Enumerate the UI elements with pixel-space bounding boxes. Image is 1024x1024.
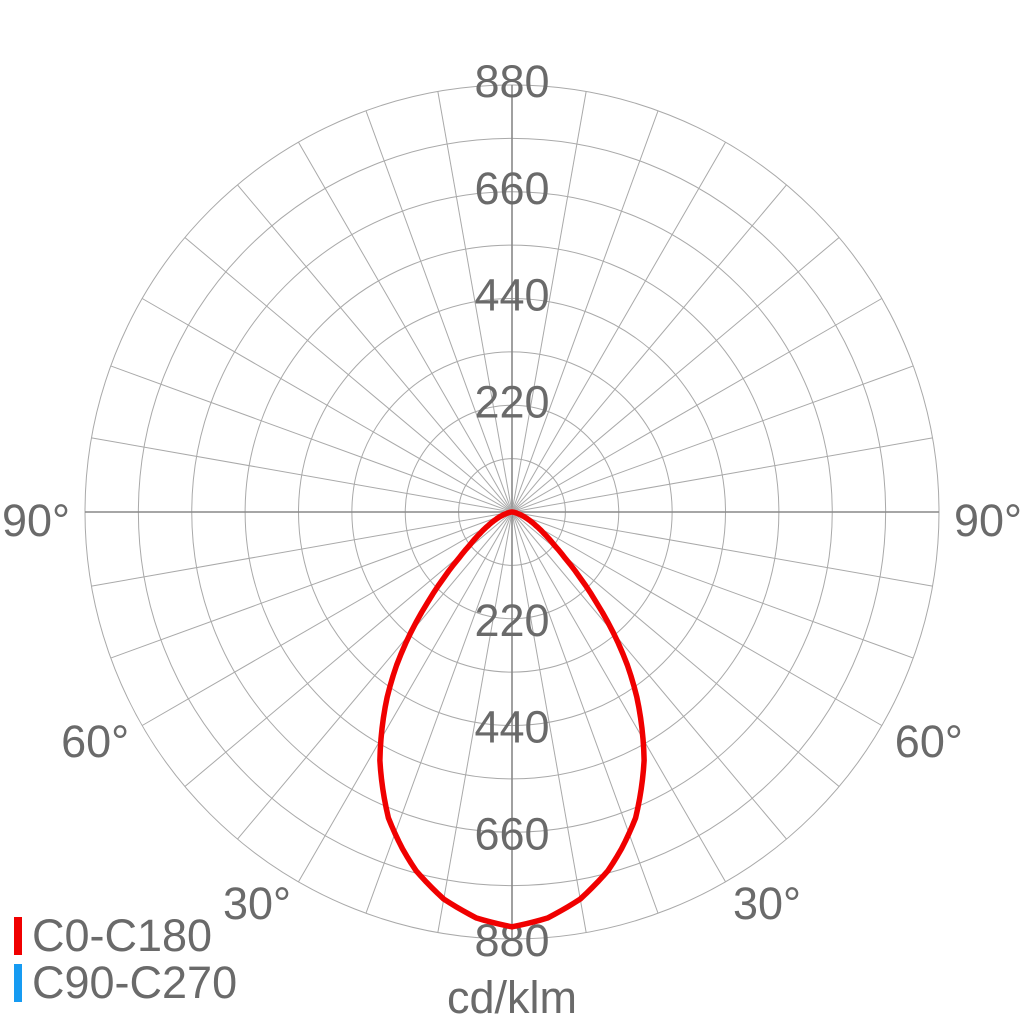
svg-text:440: 440 [474, 702, 549, 753]
svg-text:660: 660 [474, 163, 549, 214]
svg-text:880: 880 [474, 56, 549, 107]
svg-text:60°: 60° [61, 716, 129, 767]
svg-text:660: 660 [474, 808, 549, 859]
svg-text:220: 220 [474, 595, 549, 646]
svg-text:90°: 90° [954, 495, 1022, 546]
svg-text:30°: 30° [733, 878, 801, 929]
svg-text:60°: 60° [895, 716, 963, 767]
svg-text:440: 440 [474, 270, 549, 321]
svg-text:220: 220 [474, 376, 549, 427]
svg-text:90°: 90° [2, 495, 70, 546]
